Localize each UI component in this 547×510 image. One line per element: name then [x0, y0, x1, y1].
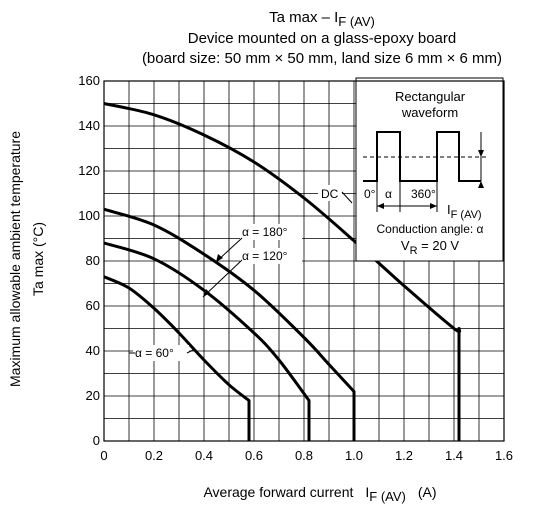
- inset-title-2: waveform: [401, 105, 458, 120]
- x-axis-label-symbol: I: [365, 484, 369, 500]
- series-annotations: DC α = 180° α = 120° α = 60°: [129, 185, 353, 361]
- y-axis-label-2: Ta max (°C): [30, 222, 46, 296]
- inset-vr-value: = 20 V: [418, 238, 460, 253]
- a120-label-bg: [240, 248, 302, 264]
- y-tick-label: 120: [78, 163, 100, 178]
- x-tick-label: 1.6: [495, 448, 513, 463]
- x-axis-label: Average forward current IF (AV) (A): [203, 484, 436, 504]
- x-tick-label: 0.4: [195, 448, 213, 463]
- inset-label-0deg: 0°: [364, 187, 376, 201]
- x-axis-label-text: Average forward current: [203, 484, 353, 500]
- dc-leader: [341, 191, 353, 204]
- y-tick-label: 100: [78, 208, 100, 223]
- span-arrow-left: [377, 203, 384, 209]
- series-alpha-60: [103, 275, 251, 441]
- y-tick-label: 160: [78, 73, 100, 88]
- y-tick-label: 40: [86, 343, 100, 358]
- a180-arrowhead: [216, 254, 223, 262]
- label-alpha-120: α = 120°: [242, 249, 288, 263]
- inset-vr: VR = 20 V: [401, 238, 460, 257]
- inset-label-360: 360°: [411, 187, 436, 201]
- inset-conduction: Conduction angle: α: [376, 222, 483, 236]
- chart-title: Ta max – IF (AV): [269, 9, 375, 29]
- inset-current-symbol: I: [447, 202, 451, 217]
- span-arrow-right: [430, 203, 437, 209]
- chart-title-sub: F (AV): [338, 14, 375, 29]
- inset-box: [355, 77, 504, 262]
- a180-label-bg: [240, 224, 302, 240]
- a60-label-bg: [133, 345, 189, 361]
- amplitude-arrow-down: [478, 150, 484, 157]
- inset-vr-sub: R: [410, 245, 418, 257]
- chart-subtitle-1: Device mounted on a glass-epoxy board: [188, 30, 457, 47]
- waveform-inset: Rectangular waveform 0° α 360° IF (AV) C…: [355, 77, 504, 262]
- a120-leader: [202, 259, 243, 298]
- x-tick-label: 0.2: [145, 448, 163, 463]
- y-tick-label: 80: [86, 253, 100, 268]
- inset-current-sub: F (AV): [451, 209, 482, 221]
- label-dc: DC: [321, 187, 339, 201]
- x-axis-label-sub: F (AV): [369, 489, 406, 504]
- y-tick-label: 0: [93, 433, 100, 448]
- a120-arrowhead: [203, 289, 210, 297]
- x-tick-label: 0.6: [245, 448, 263, 463]
- series-alpha-120: [103, 241, 311, 441]
- series-dc: [103, 102, 462, 441]
- y-axis-label-1: Maximum allowable ambient temperature: [7, 131, 23, 387]
- inset-label-alpha: α: [385, 187, 392, 201]
- x-tick-label: 0: [100, 448, 107, 463]
- x-tick-label: 1.4: [445, 448, 463, 463]
- amplitude-arrow-up: [478, 181, 484, 188]
- x-tick-label: 1.2: [395, 448, 413, 463]
- label-alpha-60: α = 60°: [135, 346, 174, 360]
- chart-subtitle-2: (board size: 50 mm × 50 mm, land size 6 …: [142, 50, 502, 67]
- inset-current-label: IF (AV): [447, 202, 482, 221]
- plot-border: [103, 80, 505, 442]
- tick-labels: 0 0.2 0.4 0.6 0.8 1.0 1.2 1.4 1.6 0 20 40 60 80 100 120…: [78, 73, 513, 463]
- inset-title-1: Rectangular: [395, 89, 466, 104]
- a60-leader-right: [186, 349, 194, 354]
- x-tick-label: 0.8: [295, 448, 313, 463]
- y-tick-label: 20: [86, 388, 100, 403]
- x-axis-label-unit: (A): [418, 484, 437, 500]
- y-tick-label: 60: [86, 298, 100, 313]
- series-group: [103, 102, 462, 441]
- x-tick-label: 1.0: [345, 448, 363, 463]
- inset-vr-symbol: V: [401, 238, 410, 253]
- label-alpha-180: α = 180°: [242, 225, 288, 239]
- y-tick-label: 140: [78, 118, 100, 133]
- dc-label-bg: [318, 185, 342, 201]
- series-alpha-180: [103, 207, 356, 441]
- chart-title-main: Ta max – I: [269, 9, 338, 26]
